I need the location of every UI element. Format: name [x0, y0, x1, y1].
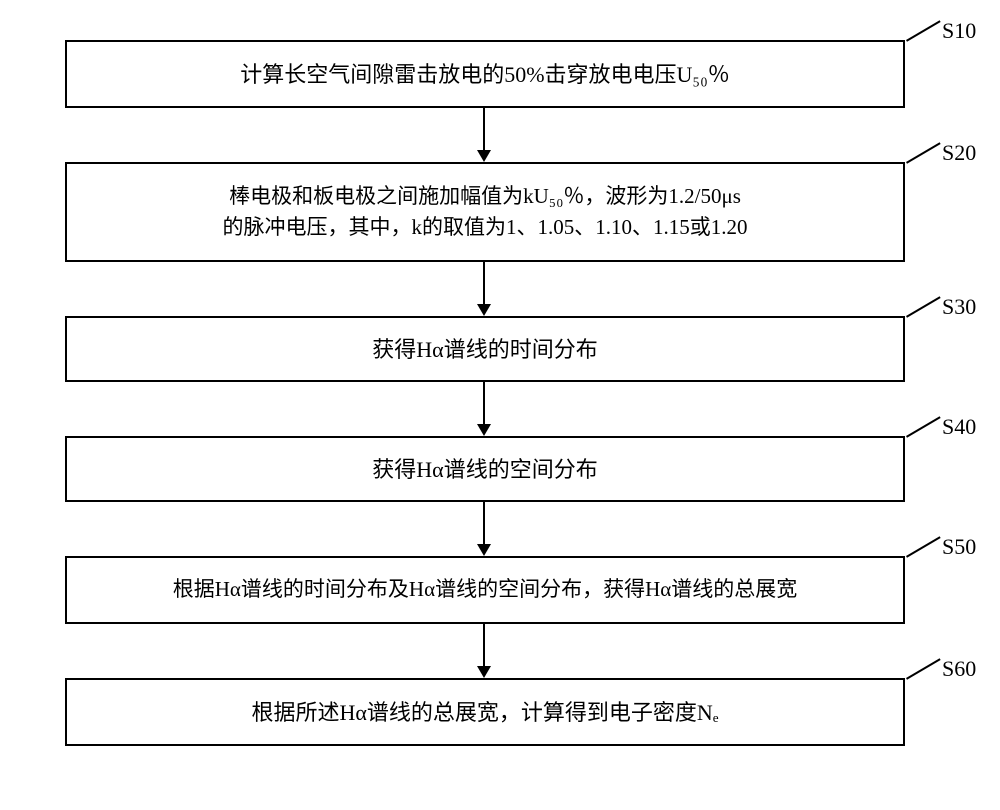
- step-label-s20: S20: [942, 140, 976, 166]
- step-leader-s40: [906, 416, 941, 438]
- step-text-s30: 获得Hα谱线的时间分布: [372, 333, 597, 366]
- step-leader-s20: [906, 142, 941, 164]
- arrow-head-s30-s40: [477, 424, 491, 436]
- step-box-s40: 获得Hα谱线的空间分布: [65, 436, 905, 502]
- step-leader-s50: [906, 536, 941, 558]
- step-box-s60: 根据所述Hα谱线的总展宽，计算得到电子密度Nₑ: [65, 678, 905, 746]
- step-label-s60: S60: [942, 656, 976, 682]
- step-box-s20: 棒电极和板电极之间施加幅值为kU₅₀％，波形为1.2/50μs 的脉冲电压，其中…: [65, 162, 905, 262]
- step-leader-s30: [906, 296, 941, 318]
- arrow-head-s50-s60: [477, 666, 491, 678]
- step-text-s20: 棒电极和板电极之间施加幅值为kU₅₀％，波形为1.2/50μs 的脉冲电压，其中…: [223, 181, 748, 244]
- arrow-head-s10-s20: [477, 150, 491, 162]
- arrow-shaft-s30-s40: [483, 382, 485, 425]
- arrow-head-s20-s30: [477, 304, 491, 316]
- step-box-s50: 根据Hα谱线的时间分布及Hα谱线的空间分布，获得Hα谱线的总展宽: [65, 556, 905, 624]
- arrow-shaft-s20-s30: [483, 262, 485, 305]
- step-label-s40: S40: [942, 414, 976, 440]
- step-label-s50: S50: [942, 534, 976, 560]
- arrow-shaft-s40-s50: [483, 502, 485, 545]
- step-label-s10: S10: [942, 18, 976, 44]
- step-box-s30: 获得Hα谱线的时间分布: [65, 316, 905, 382]
- step-box-s10: 计算长空气间隙雷击放电的50%击穿放电电压U₅₀％: [65, 40, 905, 108]
- step-text-s10: 计算长空气间隙雷击放电的50%击穿放电电压U₅₀％: [240, 58, 730, 91]
- step-text-s60: 根据所述Hα谱线的总展宽，计算得到电子密度Nₑ: [252, 696, 719, 729]
- step-label-s30: S30: [942, 294, 976, 320]
- flowchart-canvas: 计算长空气间隙雷击放电的50%击穿放电电压U₅₀％ S10 棒电极和板电极之间施加幅…: [0, 0, 1000, 810]
- arrow-shaft-s10-s20: [483, 108, 485, 151]
- arrow-head-s40-s50: [477, 544, 491, 556]
- step-leader-s60: [906, 658, 941, 680]
- step-leader-s10: [906, 20, 941, 42]
- step-text-s50: 根据Hα谱线的时间分布及Hα谱线的空间分布，获得Hα谱线的总展宽: [173, 574, 798, 606]
- step-text-s40: 获得Hα谱线的空间分布: [372, 453, 597, 486]
- arrow-shaft-s50-s60: [483, 624, 485, 667]
